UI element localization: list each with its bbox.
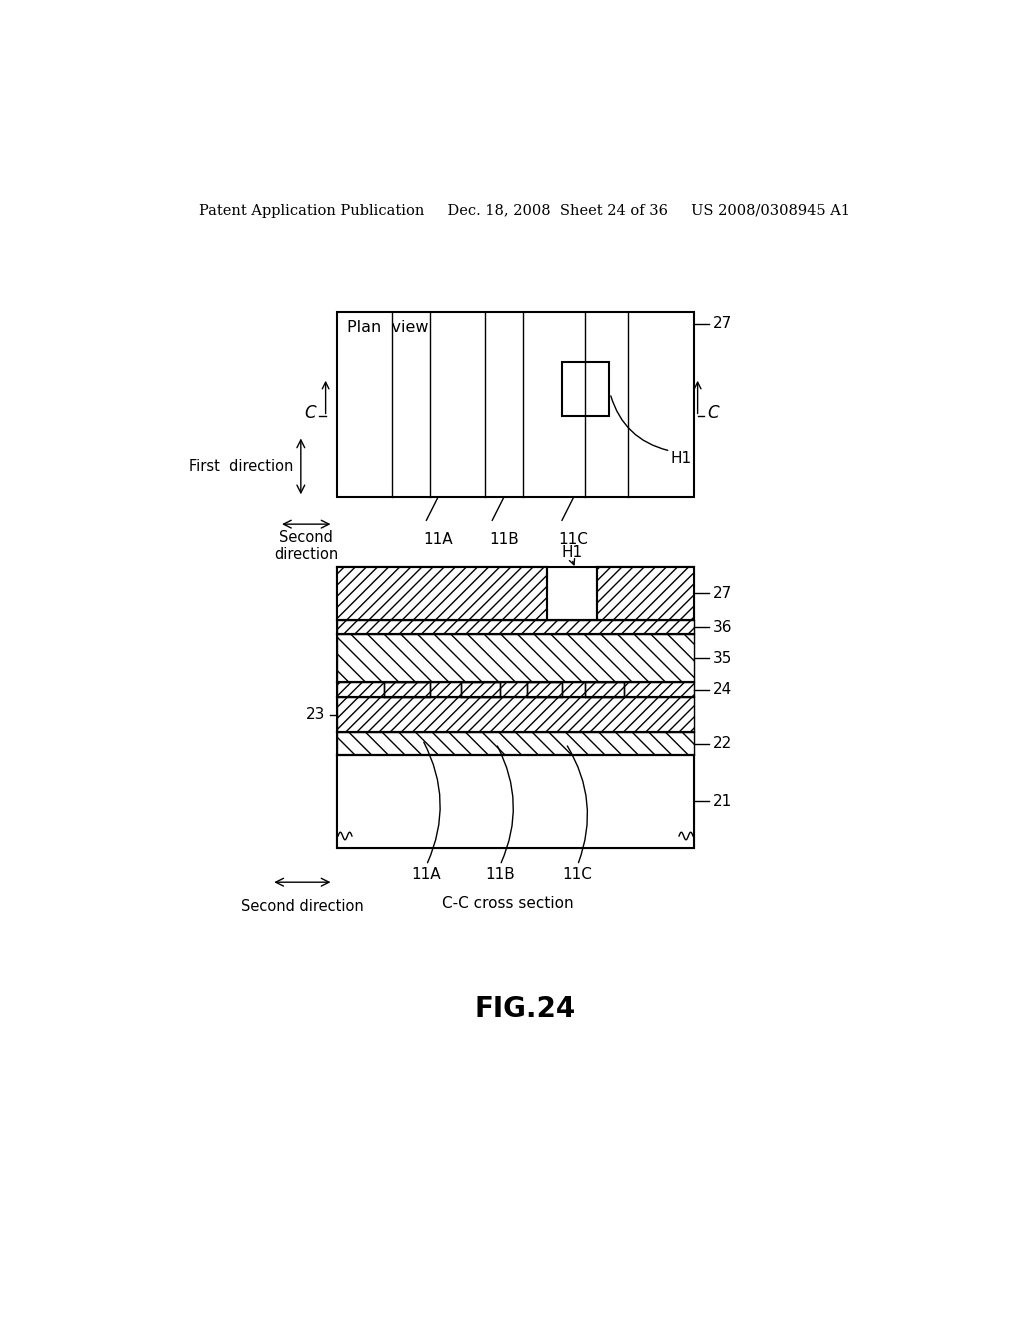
Text: 27: 27 (713, 586, 732, 601)
Text: 36: 36 (713, 620, 732, 635)
Text: 11C: 11C (559, 532, 589, 546)
Text: Second direction: Second direction (241, 899, 364, 915)
Bar (586, 682, 624, 697)
Bar (461, 682, 500, 697)
Text: H1: H1 (561, 545, 583, 560)
Bar (337, 755, 693, 847)
Bar (337, 566, 547, 620)
Bar (337, 733, 693, 755)
Text: Plan  view: Plan view (346, 321, 428, 335)
Text: 11C: 11C (562, 867, 593, 882)
Text: H1: H1 (671, 451, 691, 466)
Bar (337, 620, 693, 635)
Text: Patent Application Publication     Dec. 18, 2008  Sheet 24 of 36     US 2008/030: Patent Application Publication Dec. 18, … (200, 203, 850, 218)
Text: 27: 27 (713, 317, 732, 331)
Text: 11B: 11B (489, 532, 519, 546)
Text: 35: 35 (713, 651, 732, 665)
Bar (337, 313, 693, 498)
Bar (384, 682, 430, 697)
Bar (562, 363, 608, 416)
Bar (527, 682, 562, 697)
Text: 11A: 11A (423, 532, 453, 546)
Text: 21: 21 (713, 793, 732, 809)
Text: C: C (707, 404, 719, 421)
Text: C-C cross section: C-C cross section (442, 896, 573, 911)
Text: 24: 24 (713, 682, 732, 697)
Text: 11B: 11B (485, 867, 515, 882)
Text: C: C (305, 404, 316, 421)
Bar (337, 682, 693, 697)
Bar (597, 566, 693, 620)
Text: 23: 23 (306, 708, 326, 722)
Bar (337, 635, 693, 682)
Text: FIG.24: FIG.24 (474, 995, 575, 1023)
Bar (337, 697, 693, 733)
Bar (337, 566, 693, 847)
Text: 11A: 11A (412, 867, 441, 882)
Text: First  direction: First direction (188, 459, 293, 474)
Text: 22: 22 (713, 737, 732, 751)
Text: Second
direction: Second direction (274, 529, 338, 562)
